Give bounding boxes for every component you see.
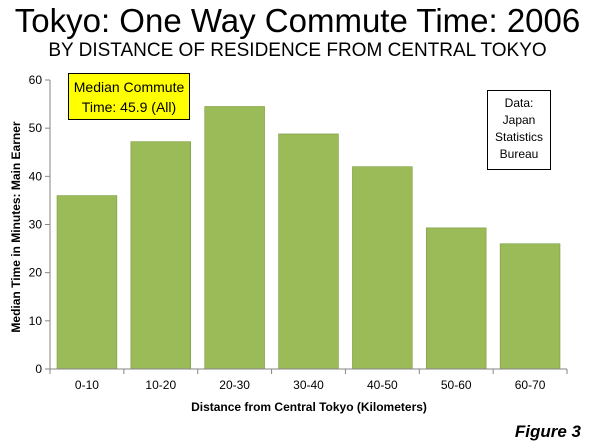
y-tick-label: 40: [29, 169, 43, 183]
bar-60-70: [499, 243, 561, 370]
chart-subtitle: BY DISTANCE OF RESIDENCE FROM CENTRAL TO…: [48, 40, 547, 61]
x-tick-label: 30-40: [293, 378, 324, 392]
data-source-line-1: Data:: [504, 96, 534, 110]
y-tick-label: 30: [29, 218, 43, 232]
bar-50-60: [426, 227, 487, 370]
x-tick-label: 10-20: [145, 378, 176, 392]
x-tick-label: 20-30: [219, 378, 250, 392]
bar-0-10: [56, 195, 118, 370]
median-callout-line-2: Time: 45.9 (All): [81, 99, 177, 115]
y-axis-title: Median Time in Minutes: Main Earner: [9, 121, 23, 332]
bars-group: [56, 106, 561, 370]
bar-10-20: [130, 141, 191, 370]
y-tick-label: 0: [35, 362, 42, 376]
data-source-line-4: Bureau: [499, 147, 539, 161]
axes-group: 0 10 20 30 40 50 60 0-10 10-20 20-30 30-40 40-50 50-…: [29, 73, 568, 392]
bar-40-50: [352, 166, 413, 370]
y-tick-label: 60: [29, 73, 43, 87]
median-callout-line-1: Median Commute: [73, 79, 185, 95]
x-axis-title: Distance from Central Tokyo (Kilometers): [191, 400, 427, 414]
x-tick-label: 40-50: [367, 378, 398, 392]
x-tick-label: 0-10: [75, 378, 99, 392]
y-tick-label: 10: [29, 314, 43, 328]
x-tick-label: 60-70: [515, 378, 546, 392]
data-source-line-2: Japan: [502, 113, 536, 127]
y-tick-label: 50: [29, 121, 43, 135]
data-source-line-3: Statistics: [494, 130, 543, 144]
y-tick-label: 20: [29, 266, 43, 280]
bar-30-40: [278, 133, 339, 370]
x-tick-label: 50-60: [441, 378, 472, 392]
figure-label: Figure 3: [514, 422, 581, 441]
chart-title: Tokyo: One Way Commute Time: 2006: [14, 2, 581, 39]
bar-20-30: [204, 106, 265, 370]
median-callout: Median Commute Time: 45.9 (All): [68, 73, 190, 120]
data-source-box: Data: Japan Statistics Bureau: [487, 90, 551, 170]
